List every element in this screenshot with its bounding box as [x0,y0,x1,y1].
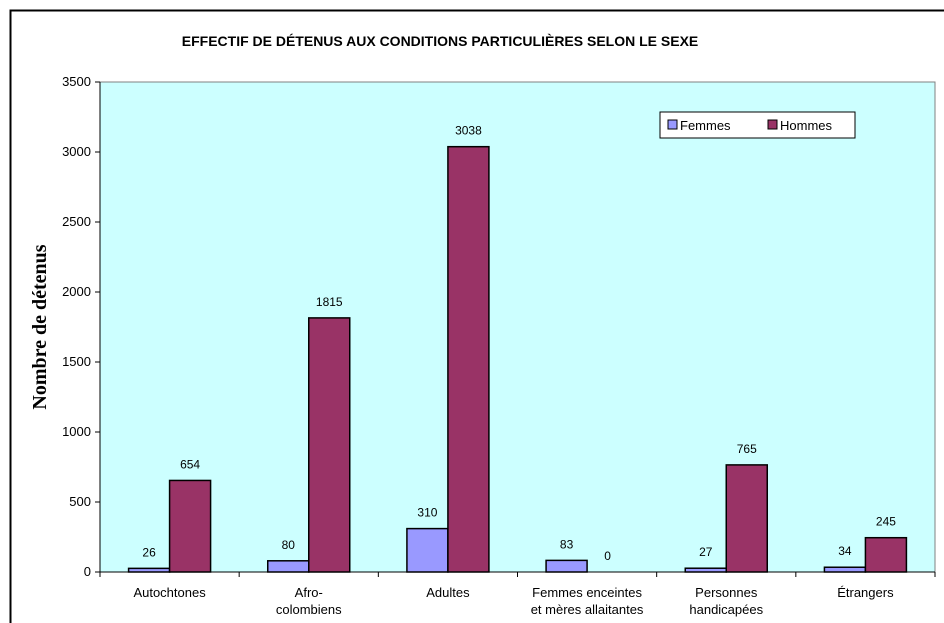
x-tick-label: handicapées [689,602,763,617]
x-tick-label: et mères allaitantes [531,602,644,617]
bar [823,566,867,573]
bar [447,145,490,573]
y-axis-label: Nombre de détenus [29,244,51,409]
bar [545,559,588,573]
legend-swatch [767,119,778,130]
legend-label: Hommes [780,118,833,133]
value-label: 3038 [455,124,482,138]
value-label: 80 [282,538,296,552]
y-tick-label: 2000 [62,284,91,299]
bar [267,560,310,573]
value-label: 654 [180,457,200,471]
value-label: 765 [737,442,757,456]
value-label: 34 [838,544,852,558]
legend-swatch [667,119,678,130]
x-tick-label: Femmes enceintes [532,585,642,600]
x-tick-label: colombiens [276,602,342,617]
y-tick-label: 2500 [62,214,91,229]
x-tick-label: Étrangers [837,585,894,600]
y-tick-label: 1000 [62,424,91,439]
bar [864,536,908,573]
value-label: 83 [560,537,574,551]
plot-area [99,81,936,573]
y-tick-label: 500 [69,494,91,509]
y-tick-label: 1500 [62,354,91,369]
legend-box [659,111,856,139]
x-tick-label: Personnes [695,585,758,600]
value-label: 27 [699,545,713,559]
bar [725,464,768,573]
x-tick-label: Afro- [295,585,323,600]
x-tick-label: Autochtones [133,585,206,600]
value-label: 1815 [316,295,343,309]
value-label: 0 [604,549,611,563]
y-tick-label: 3000 [62,144,91,159]
legend-label: Femmes [680,118,731,133]
chart-title: EFFECTIF DE DÉTENUS AUX CONDITIONS PARTI… [182,33,699,49]
bar [406,527,449,573]
bar [168,479,212,573]
x-tick-label: Adultes [426,585,470,600]
y-tick-label: 3500 [62,74,91,89]
value-label: 310 [417,506,437,520]
bar [308,317,351,573]
value-label: 245 [876,515,896,529]
bar [127,567,171,573]
bar [684,567,727,573]
value-label: 26 [142,545,156,559]
y-tick-label: 0 [84,564,91,579]
